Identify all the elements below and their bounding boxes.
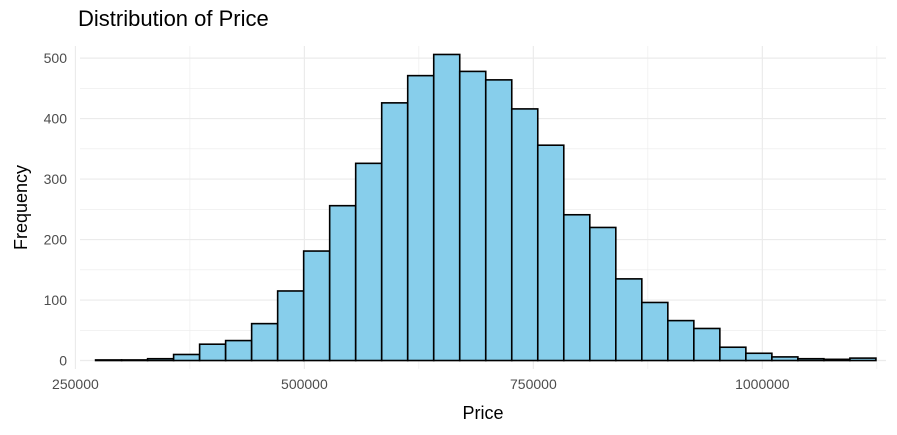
histogram-bar <box>823 358 851 362</box>
y-tick-label: 200 <box>44 232 68 248</box>
x-tick-label: 750000 <box>510 376 557 392</box>
y-tick-label: 500 <box>44 50 68 66</box>
histogram-bar <box>432 53 461 362</box>
y-tick-label: 400 <box>44 111 68 127</box>
x-tick-label: 1000000 <box>735 376 790 392</box>
histogram-bar <box>120 359 149 362</box>
histogram-bar <box>719 346 747 362</box>
histogram-bar <box>536 144 565 362</box>
bars-group <box>94 53 877 362</box>
histogram-bar <box>693 327 721 362</box>
histogram-bar <box>510 108 539 362</box>
y-tick-label: 100 <box>44 292 68 308</box>
histogram-bar <box>588 226 617 362</box>
histogram-bar <box>484 79 513 362</box>
x-tick-label: 500000 <box>281 376 328 392</box>
y-tick-label: 300 <box>44 171 68 187</box>
histogram-bar <box>224 339 253 362</box>
histogram-bar <box>562 213 591 362</box>
histogram-bar <box>328 204 357 362</box>
y-tick-labels: 0 100 200 300 400 500 <box>44 50 68 368</box>
histogram-bar <box>615 278 643 362</box>
histogram-bar <box>198 343 227 362</box>
histogram-bar <box>458 70 487 362</box>
histogram-bar <box>276 290 305 362</box>
histogram-bar <box>641 301 669 362</box>
x-axis-title: Price <box>462 403 503 423</box>
x-tick-labels: 250000 500000 750000 1000000 <box>52 376 790 392</box>
histogram-bar <box>406 74 435 362</box>
histogram-bar <box>94 359 123 362</box>
y-axis-title: Frequency <box>11 165 31 250</box>
histogram-bar <box>667 319 695 362</box>
histogram-bar <box>745 352 773 362</box>
histogram-bar <box>380 102 409 362</box>
histogram-bar <box>354 162 383 362</box>
chart-title: Distribution of Price <box>78 6 269 31</box>
x-tick-label: 250000 <box>52 376 99 392</box>
histogram-bar <box>146 357 175 362</box>
histogram-bar <box>172 353 201 362</box>
histogram-bar <box>250 322 279 362</box>
histogram-bar <box>302 250 331 362</box>
histogram-bar <box>849 357 877 362</box>
histogram-bar <box>797 357 825 362</box>
y-tick-label: 0 <box>59 353 67 369</box>
histogram-bar <box>771 356 799 362</box>
